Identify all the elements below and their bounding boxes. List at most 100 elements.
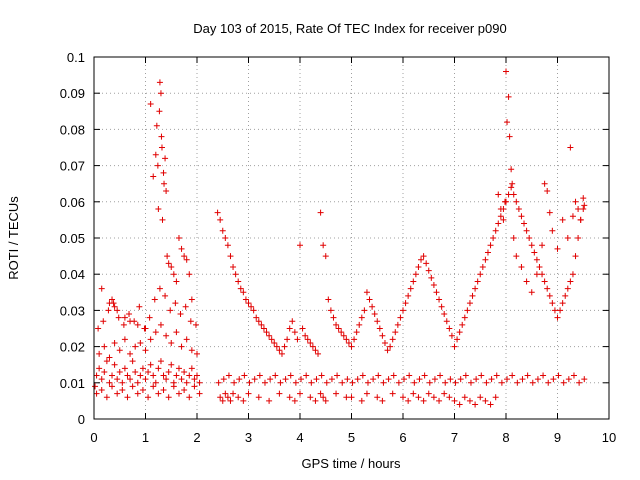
data-point bbox=[349, 379, 356, 386]
data-point bbox=[100, 318, 107, 325]
data-point bbox=[255, 318, 262, 325]
data-point bbox=[224, 242, 231, 249]
data-point bbox=[411, 379, 418, 386]
data-point bbox=[186, 271, 193, 278]
data-point bbox=[371, 311, 378, 318]
data-point bbox=[237, 285, 244, 292]
data-point bbox=[343, 394, 350, 401]
data-point bbox=[523, 227, 530, 234]
data-point bbox=[466, 300, 473, 307]
data-point bbox=[168, 339, 175, 346]
x-axis-label: GPS time / hours bbox=[302, 456, 401, 471]
data-point bbox=[192, 321, 199, 328]
data-point bbox=[551, 307, 558, 314]
data-point bbox=[299, 325, 306, 332]
data-point bbox=[235, 278, 242, 285]
data-point bbox=[116, 347, 123, 354]
data-point bbox=[111, 361, 118, 368]
data-point bbox=[156, 108, 163, 115]
data-point bbox=[467, 379, 474, 386]
data-point bbox=[493, 372, 500, 379]
data-point bbox=[165, 260, 172, 267]
data-point bbox=[320, 242, 327, 249]
data-point bbox=[230, 390, 237, 397]
data-point bbox=[487, 401, 494, 408]
data-point bbox=[575, 235, 582, 241]
data-point bbox=[146, 314, 153, 321]
data-point bbox=[96, 365, 103, 372]
data-point bbox=[261, 379, 268, 386]
data-point bbox=[358, 314, 365, 321]
data-point bbox=[430, 282, 437, 289]
data-point bbox=[168, 263, 175, 270]
data-point bbox=[101, 368, 108, 375]
data-point bbox=[514, 379, 521, 386]
data-point bbox=[303, 372, 310, 379]
data-point bbox=[508, 184, 515, 191]
data-point bbox=[167, 307, 174, 314]
data-point bbox=[340, 332, 347, 339]
data-point bbox=[381, 339, 388, 346]
data-point bbox=[504, 119, 511, 126]
x-tick-label: 0 bbox=[90, 430, 97, 445]
data-point bbox=[519, 376, 526, 383]
data-point bbox=[178, 376, 185, 383]
data-point bbox=[277, 379, 284, 386]
data-point bbox=[559, 216, 566, 223]
data-point bbox=[93, 372, 100, 379]
data-point bbox=[546, 292, 553, 299]
data-point bbox=[545, 379, 552, 386]
data-point bbox=[464, 307, 471, 314]
data-point bbox=[139, 387, 146, 394]
y-tick-label: 0.02 bbox=[60, 340, 85, 355]
data-point bbox=[580, 195, 587, 202]
data-point bbox=[186, 394, 193, 401]
data-point bbox=[410, 390, 417, 397]
data-point bbox=[219, 227, 226, 234]
data-point bbox=[287, 372, 294, 379]
data-point bbox=[521, 220, 528, 227]
data-point bbox=[483, 379, 490, 386]
data-point bbox=[245, 300, 252, 307]
data-point bbox=[170, 271, 177, 278]
data-point bbox=[415, 263, 422, 270]
data-point bbox=[564, 285, 571, 292]
data-point bbox=[98, 285, 105, 292]
data-point bbox=[536, 263, 543, 270]
data-point bbox=[405, 397, 412, 404]
data-point bbox=[361, 307, 368, 314]
data-point bbox=[162, 292, 169, 299]
data-point bbox=[569, 271, 576, 278]
data-point bbox=[170, 383, 177, 390]
data-point bbox=[505, 191, 512, 198]
data-point bbox=[479, 263, 486, 270]
data-point bbox=[109, 372, 116, 379]
data-point bbox=[255, 394, 262, 401]
data-point bbox=[95, 325, 102, 332]
data-point bbox=[124, 372, 131, 379]
data-point bbox=[333, 321, 340, 328]
data-point bbox=[127, 350, 134, 357]
data-point bbox=[498, 379, 505, 386]
data-point bbox=[307, 339, 314, 346]
data-point bbox=[504, 376, 511, 383]
data-point bbox=[137, 339, 144, 346]
data-point bbox=[459, 321, 466, 328]
data-point bbox=[531, 249, 538, 256]
data-point bbox=[307, 394, 314, 401]
data-point bbox=[325, 296, 332, 303]
data-point bbox=[529, 379, 536, 386]
y-tick-label: 0.04 bbox=[60, 267, 85, 282]
data-point bbox=[330, 314, 337, 321]
x-tick-label: 5 bbox=[348, 430, 355, 445]
data-point bbox=[415, 394, 422, 401]
data-point bbox=[175, 390, 182, 397]
data-point bbox=[322, 253, 329, 260]
data-point bbox=[564, 235, 571, 241]
data-point bbox=[132, 343, 139, 350]
data-point bbox=[291, 329, 298, 336]
data-point bbox=[139, 365, 146, 372]
data-point bbox=[188, 347, 195, 354]
data-point bbox=[155, 365, 162, 372]
data-point bbox=[220, 376, 227, 383]
